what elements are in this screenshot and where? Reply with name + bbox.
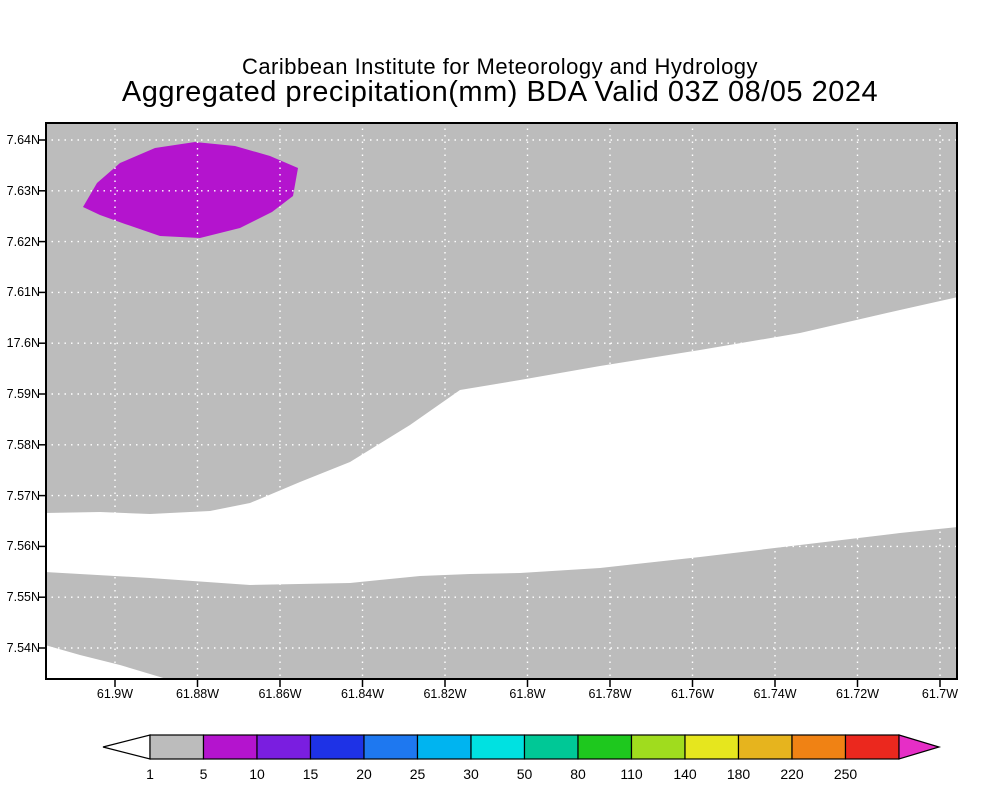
y-tick-label: 7.62N (6, 234, 40, 249)
x-tick-label: 61.76W (670, 687, 715, 701)
colorbar-segment-140 (684, 734, 740, 760)
plot-title: Aggregated precipitation(mm) BDA Valid 0… (121, 76, 879, 108)
colorbar-segment-110 (630, 734, 686, 760)
y-tick-label: 17.6N (6, 336, 40, 351)
colorbar-tick-label: 10 (249, 766, 265, 782)
y-axis-labels: 7.64N 7.63N 7.62N 7.61N 17.6N 7.59N 7.58N 7.57N… (0, 0, 40, 800)
x-tick-label: 61.88W (175, 687, 220, 701)
y-tick-label: 7.55N (6, 590, 40, 605)
y-tick-label: 7.58N (6, 437, 40, 452)
colorbar: 1 5 10 15 20 25 30 50 80 110 140 180 220 250 (102, 734, 942, 782)
colorbar-tick-label: 30 (463, 766, 479, 782)
colorbar-tick-label: 20 (356, 766, 372, 782)
colorbar-segment-20 (363, 734, 419, 760)
colorbar-tick-label: 250 (834, 766, 858, 782)
colorbar-segment-50 (523, 734, 579, 760)
y-tick-label: 7.61N (6, 285, 40, 300)
x-tick-label: 61.8W (509, 687, 546, 701)
plot-frame (45, 122, 958, 680)
map-region-northwest-cell-5-10mm (83, 142, 298, 238)
colorbar-segment-80 (577, 734, 633, 760)
map-region-north-band-1-5mm (45, 122, 958, 514)
colorbar-under-arrow (102, 734, 151, 760)
colorbar-segment-10 (256, 734, 312, 760)
colorbar-tick-label: 50 (517, 766, 533, 782)
y-tick-label: 7.54N (6, 641, 40, 655)
institution-title: Caribbean Institute for Meteorology and … (241, 54, 759, 79)
x-axis-labels: 61.9W 61.88W 61.86W 61.84W 61.82W 61.8W 61.78W… (0, 686, 1000, 704)
colorbar-tick-label: 140 (673, 766, 697, 782)
colorbar-tick-label: 220 (780, 766, 804, 782)
colorbar-segment-220 (791, 734, 847, 760)
y-tick-label: 7.63N (6, 183, 40, 198)
x-tick-label: 61.78W (588, 687, 632, 701)
y-tick-label: 7.57N (6, 488, 40, 503)
colorbar-tick-label: 1 (146, 766, 154, 782)
precipitation-map (38, 122, 958, 687)
x-tick-label: 61.72W (835, 687, 880, 701)
colorbar-segment-250 (844, 734, 900, 760)
x-tick-label: 61.9W (96, 687, 134, 701)
y-tick-label: 7.64N (6, 133, 40, 147)
colorbar-segment-5 (202, 734, 258, 760)
x-tick-label: 61.84W (340, 687, 385, 701)
x-tick-label: 61.7W (921, 687, 959, 701)
colorbar-segment-1 (149, 734, 205, 760)
colorbar-over-arrow (898, 734, 942, 760)
x-tick-label: 61.74W (753, 687, 797, 701)
map-region-south-band-1-5mm (45, 527, 958, 680)
colorbar-tick-label: 15 (303, 766, 319, 782)
colorbar-segment-15 (309, 734, 365, 760)
colorbar-segment-180 (737, 734, 793, 760)
colorbar-tick-label: 110 (620, 766, 643, 782)
colorbar-tick-label: 25 (410, 766, 426, 782)
colorbar-tick-label: 80 (570, 766, 586, 782)
x-tick-label: 61.86W (258, 687, 302, 701)
y-tick-label: 7.56N (6, 539, 40, 554)
colorbar-tick-label: 180 (727, 766, 751, 782)
colorbar-segment-25 (416, 734, 472, 760)
colorbar-tick-label: 5 (200, 766, 208, 782)
x-tick-label: 61.82W (423, 687, 467, 701)
y-tick-label: 7.59N (6, 387, 40, 401)
colorbar-segment-30 (470, 734, 526, 760)
